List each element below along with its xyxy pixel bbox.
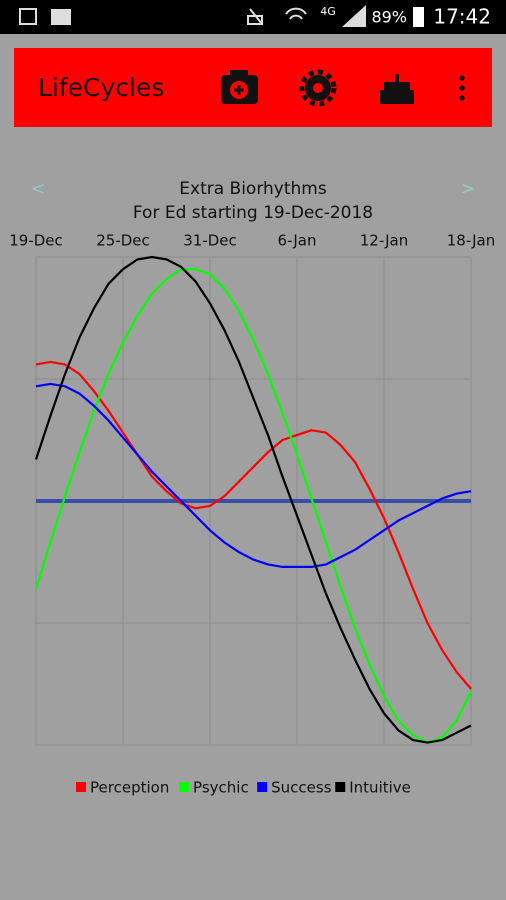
x-tick-label: 6-Jan bbox=[278, 232, 317, 250]
legend-swatch bbox=[76, 782, 87, 792]
mute-icon bbox=[247, 8, 263, 25]
camera-button[interactable] bbox=[221, 70, 258, 104]
series-line bbox=[35, 382, 472, 568]
legend-item: Psychic bbox=[179, 779, 249, 797]
x-tick-label: 19-Dec bbox=[9, 232, 63, 250]
wifi-icon bbox=[285, 7, 307, 20]
gallery-icon bbox=[19, 8, 37, 25]
series-line bbox=[34, 255, 472, 744]
next-button[interactable]: > bbox=[461, 179, 475, 199]
outlook-icon bbox=[51, 9, 71, 25]
signal-icon bbox=[342, 5, 366, 27]
clock: 17:42 bbox=[433, 5, 491, 29]
chart-title: Extra Biorhythms bbox=[179, 179, 327, 199]
birthday-button[interactable] bbox=[380, 74, 414, 104]
x-tick-label: 12-Jan bbox=[360, 232, 408, 250]
app-title: LifeCycles bbox=[38, 73, 164, 102]
legend-swatch bbox=[179, 782, 190, 792]
series-line bbox=[34, 268, 472, 744]
x-tick-label: 18-Jan bbox=[447, 232, 495, 250]
more-button[interactable] bbox=[459, 75, 465, 101]
legend: Perception Psychic Success Intuitive bbox=[76, 779, 411, 797]
settings-button[interactable] bbox=[299, 69, 337, 107]
legend-swatch bbox=[335, 782, 346, 792]
legend-item: Perception bbox=[76, 779, 169, 797]
battery-icon bbox=[413, 7, 424, 27]
chart-subtitle: For Ed starting 19-Dec-2018 bbox=[133, 203, 373, 223]
x-tick-label: 31-Dec bbox=[183, 232, 237, 250]
legend-label: Perception bbox=[90, 779, 169, 797]
battery-level: 89% bbox=[371, 8, 407, 27]
legend-label: Psychic bbox=[193, 779, 249, 797]
previous-button[interactable]: < bbox=[31, 179, 45, 199]
legend-label: Intuitive bbox=[349, 779, 411, 797]
legend-swatch bbox=[257, 782, 268, 792]
network-type: 4G bbox=[320, 5, 336, 18]
series-line bbox=[35, 360, 472, 690]
legend-label: Success bbox=[271, 779, 332, 797]
legend-item: Success bbox=[257, 779, 332, 797]
legend-item: Intuitive bbox=[335, 779, 411, 797]
x-tick-label: 25-Dec bbox=[96, 232, 150, 250]
